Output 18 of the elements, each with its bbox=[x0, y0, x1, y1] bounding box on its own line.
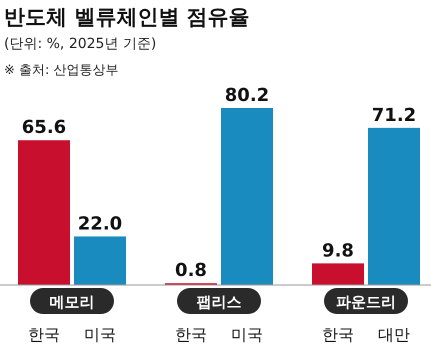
text: ※ 출처: 산업통상부 bbox=[4, 63, 119, 78]
data-label: 80.2 bbox=[224, 85, 270, 106]
x-tick-label: 한국 bbox=[28, 325, 60, 344]
text: 파운드리 bbox=[336, 293, 396, 311]
data-label: 0.8 bbox=[175, 260, 207, 282]
chart-title: 반도체 벨류체인별 점유율 bbox=[4, 5, 250, 29]
data-label: 22.0 bbox=[78, 213, 122, 234]
chart-subtitle: (단위: %, 2025년 기준) bbox=[4, 36, 156, 52]
data-label: 71.2 bbox=[372, 104, 416, 126]
text: 팹리스 bbox=[196, 293, 242, 311]
x-tick-label: 한국 bbox=[175, 325, 207, 344]
x-tick-label: 한국 bbox=[322, 325, 354, 344]
text: 메모리 bbox=[50, 293, 94, 311]
x-tick-label: 미국 bbox=[84, 325, 116, 344]
data-label: 9.8 bbox=[322, 240, 354, 262]
x-tick-label: 대만 bbox=[378, 325, 410, 344]
x-tick-label: 미국 bbox=[231, 325, 263, 344]
data-label: 65.6 bbox=[22, 117, 66, 138]
